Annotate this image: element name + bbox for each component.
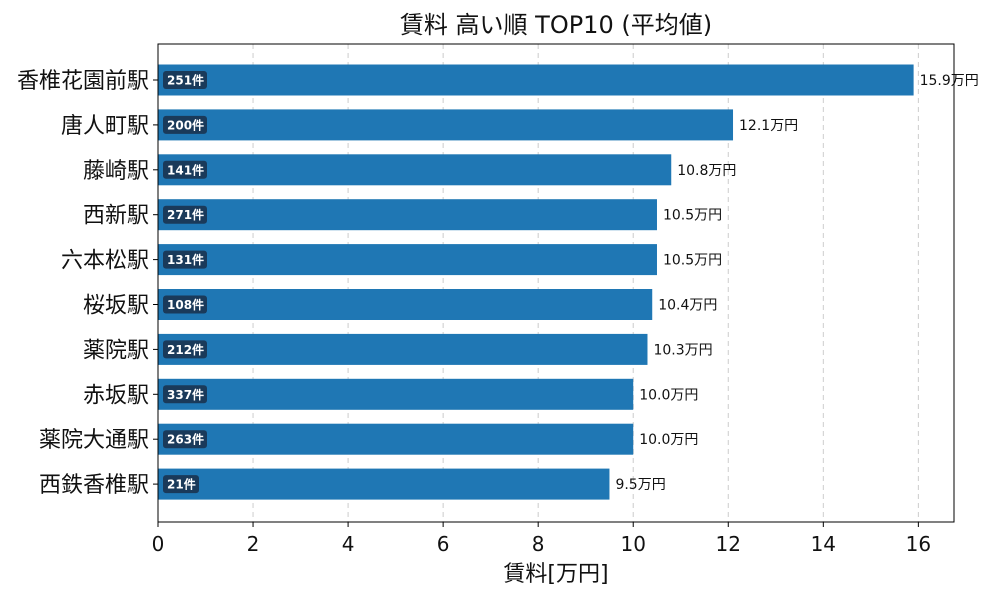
category-label: 赤坂駅 bbox=[83, 383, 149, 408]
value-label: 10.4万円 bbox=[658, 298, 717, 314]
count-badge-label: 271件 bbox=[167, 207, 204, 222]
count-badge-label: 108件 bbox=[167, 297, 204, 312]
category-label: 唐人町駅 bbox=[61, 114, 149, 139]
count-badge-label: 200件 bbox=[167, 117, 204, 132]
count-badge-label: 251件 bbox=[167, 73, 204, 88]
count-badge-label: 212件 bbox=[167, 342, 204, 357]
category-label: 薬院大通駅 bbox=[39, 428, 149, 453]
x-tick-label: 14 bbox=[811, 532, 836, 556]
value-label: 10.5万円 bbox=[663, 208, 722, 224]
count-badge-label: 263件 bbox=[167, 432, 204, 447]
count-badge-label: 141件 bbox=[167, 162, 204, 177]
category-label: 桜坂駅 bbox=[83, 294, 149, 319]
x-axis-label: 賃料[万円] bbox=[503, 562, 608, 587]
category-label: 西鉄香椎駅 bbox=[39, 473, 149, 498]
category-label: 香椎花園前駅 bbox=[17, 69, 149, 94]
bar bbox=[158, 379, 633, 410]
category-label: 薬院駅 bbox=[83, 338, 149, 363]
category-label: 西新駅 bbox=[83, 204, 149, 229]
bar bbox=[158, 199, 657, 230]
bar bbox=[158, 469, 609, 500]
x-tick-label: 0 bbox=[152, 532, 165, 556]
bar bbox=[158, 109, 733, 140]
value-label: 10.3万円 bbox=[653, 342, 712, 358]
x-tick-label: 6 bbox=[437, 532, 450, 556]
x-tick-label: 16 bbox=[906, 532, 931, 556]
bar bbox=[158, 334, 647, 365]
value-label: 9.5万円 bbox=[615, 477, 665, 493]
x-tick-label: 4 bbox=[342, 532, 355, 556]
value-label: 10.5万円 bbox=[663, 253, 722, 269]
bar bbox=[158, 154, 671, 185]
x-tick-label: 10 bbox=[620, 532, 645, 556]
x-tick-label: 12 bbox=[716, 532, 741, 556]
category-label: 藤崎駅 bbox=[83, 159, 149, 184]
count-badge-label: 21件 bbox=[167, 477, 196, 492]
bar bbox=[158, 65, 914, 96]
bar bbox=[158, 244, 657, 275]
chart-title: 賃料 高い順 TOP10 (平均値) bbox=[400, 11, 712, 39]
x-tick-label: 2 bbox=[247, 532, 260, 556]
value-label: 10.0万円 bbox=[639, 387, 698, 403]
category-label: 六本松駅 bbox=[61, 249, 149, 274]
count-badge-label: 131件 bbox=[167, 252, 204, 267]
bar bbox=[158, 424, 633, 455]
bar bbox=[158, 289, 652, 320]
x-tick-label: 8 bbox=[532, 532, 545, 556]
value-label: 15.9万円 bbox=[920, 73, 979, 89]
value-label: 12.1万円 bbox=[739, 118, 798, 134]
value-label: 10.8万円 bbox=[677, 163, 736, 179]
value-label: 10.0万円 bbox=[639, 432, 698, 448]
count-badge-label: 337件 bbox=[167, 387, 204, 402]
